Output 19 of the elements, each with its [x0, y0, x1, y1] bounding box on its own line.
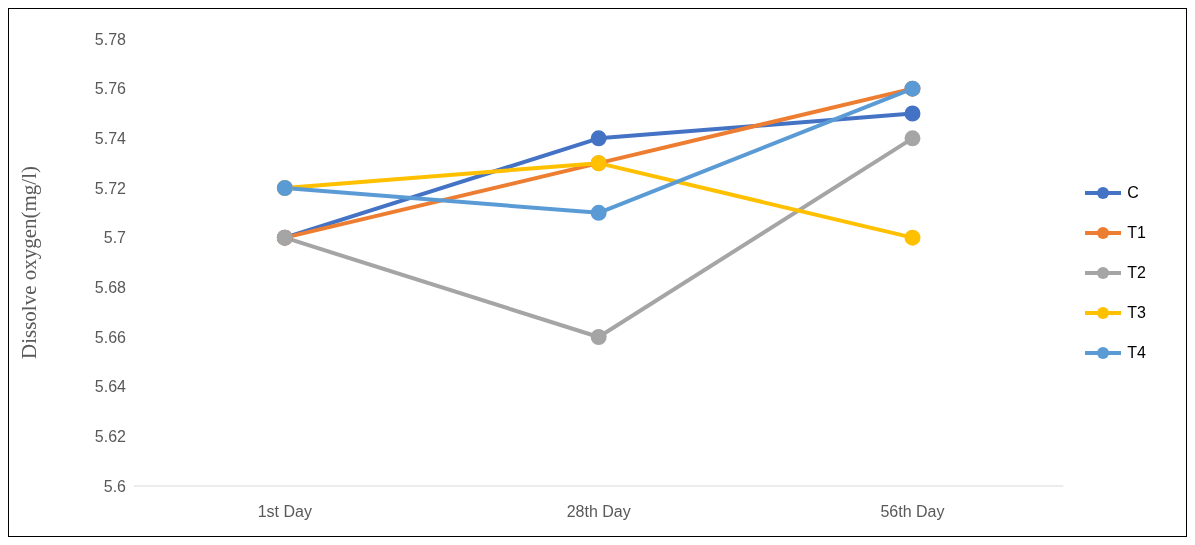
- y-tick-label: 5.78: [94, 30, 127, 48]
- y-tick-label: 5.72: [94, 179, 127, 197]
- y-tick-label: 5.64: [94, 378, 127, 396]
- x-tick-label: 28th Day: [566, 503, 631, 521]
- y-tick-label: 5.76: [94, 80, 127, 98]
- y-tick-label: 5.7: [103, 229, 127, 247]
- legend-label: T2: [1127, 263, 1146, 282]
- legend-label: T1: [1127, 223, 1146, 242]
- y-tick-label: 5.6: [103, 477, 127, 495]
- y-tick-label: 5.68: [94, 279, 127, 297]
- y-tick-label: 5.74: [94, 130, 127, 148]
- y-tick-label: 5.66: [94, 328, 127, 346]
- legend-label: T3: [1127, 303, 1146, 322]
- legend-label: C: [1127, 183, 1139, 202]
- y-axis-title: Dissolve oxygen(mg/l): [17, 165, 42, 360]
- y-tick-label: 5.62: [94, 428, 127, 446]
- x-tick-label: 56th Day: [880, 503, 945, 521]
- legend-label: T4: [1127, 343, 1146, 362]
- x-tick-label: 1st Day: [257, 503, 312, 521]
